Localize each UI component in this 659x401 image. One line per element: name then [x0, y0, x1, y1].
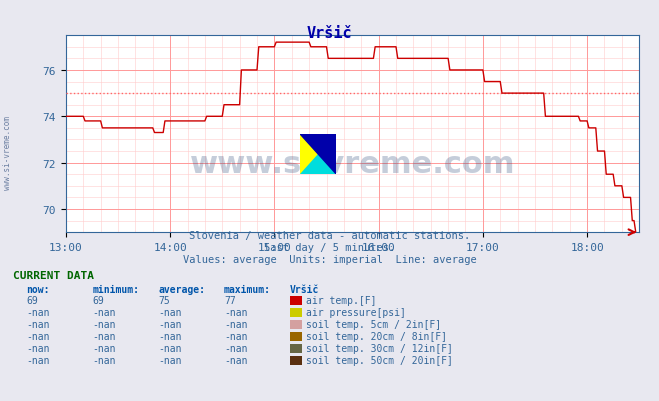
Text: -nan: -nan [26, 331, 50, 341]
Text: -nan: -nan [92, 331, 116, 341]
Text: -nan: -nan [158, 343, 182, 353]
Text: -nan: -nan [224, 307, 248, 317]
Text: -nan: -nan [92, 319, 116, 329]
Text: -nan: -nan [224, 343, 248, 353]
Text: Slovenia / weather data - automatic stations.: Slovenia / weather data - automatic stat… [189, 231, 470, 241]
Text: -nan: -nan [224, 319, 248, 329]
Text: soil temp. 30cm / 12in[F]: soil temp. 30cm / 12in[F] [306, 343, 453, 353]
Text: Vršič: Vršič [290, 285, 320, 295]
Text: last day / 5 minutes.: last day / 5 minutes. [264, 243, 395, 253]
Text: maximum:: maximum: [224, 285, 271, 295]
Text: -nan: -nan [26, 355, 50, 365]
Text: www.si-vreme.com: www.si-vreme.com [190, 149, 515, 178]
Text: 69: 69 [26, 295, 38, 305]
Polygon shape [300, 134, 336, 174]
Text: -nan: -nan [92, 343, 116, 353]
Text: minimum:: minimum: [92, 285, 139, 295]
Text: soil temp. 5cm / 2in[F]: soil temp. 5cm / 2in[F] [306, 319, 442, 329]
Text: air temp.[F]: air temp.[F] [306, 295, 377, 305]
Text: Values: average  Units: imperial  Line: average: Values: average Units: imperial Line: av… [183, 255, 476, 265]
Text: -nan: -nan [92, 307, 116, 317]
Text: -nan: -nan [158, 355, 182, 365]
Polygon shape [300, 134, 336, 174]
Text: -nan: -nan [158, 319, 182, 329]
Text: -nan: -nan [158, 307, 182, 317]
Text: soil temp. 20cm / 8in[F]: soil temp. 20cm / 8in[F] [306, 331, 447, 341]
Text: -nan: -nan [26, 319, 50, 329]
Text: CURRENT DATA: CURRENT DATA [13, 271, 94, 281]
Text: now:: now: [26, 285, 50, 295]
Text: -nan: -nan [26, 307, 50, 317]
Text: -nan: -nan [224, 331, 248, 341]
Text: air pressure[psi]: air pressure[psi] [306, 307, 407, 317]
Text: -nan: -nan [92, 355, 116, 365]
Text: Vršič: Vršič [306, 26, 353, 41]
Text: 77: 77 [224, 295, 236, 305]
Text: 69: 69 [92, 295, 104, 305]
Text: soil temp. 50cm / 20in[F]: soil temp. 50cm / 20in[F] [306, 355, 453, 365]
Text: -nan: -nan [26, 343, 50, 353]
Polygon shape [300, 134, 336, 174]
Text: average:: average: [158, 285, 205, 295]
Text: www.si-vreme.com: www.si-vreme.com [3, 115, 13, 189]
Text: -nan: -nan [224, 355, 248, 365]
Text: 75: 75 [158, 295, 170, 305]
Text: -nan: -nan [158, 331, 182, 341]
